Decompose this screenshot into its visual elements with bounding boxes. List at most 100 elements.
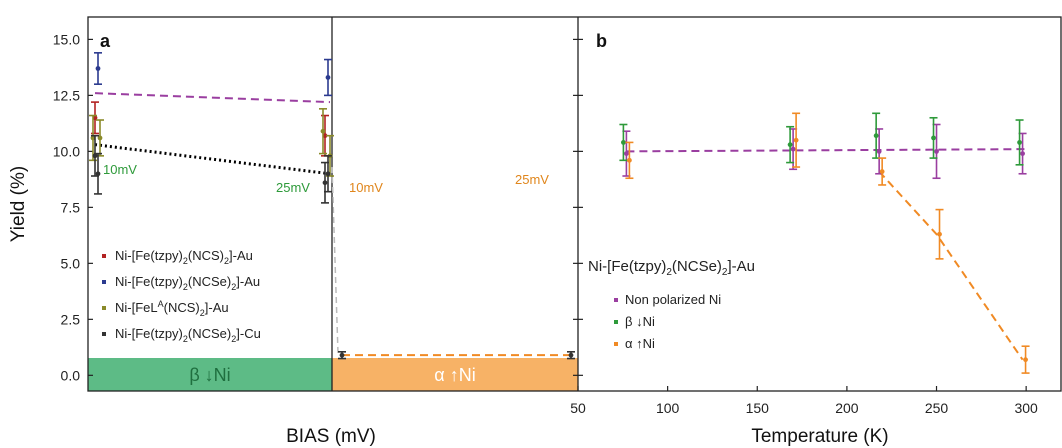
data-point <box>878 157 887 186</box>
legend-greek: β <box>625 314 636 329</box>
legend-text: Ni-[Fe(tzpy)2(NCSe)2]-Cu <box>115 326 261 344</box>
fit-lines <box>94 92 1027 361</box>
legend-text-part: Ni-[Fe(tzpy) <box>115 274 183 289</box>
legend-text-part: Ni-[Fe(tzpy) <box>115 326 183 341</box>
marker <box>325 75 331 80</box>
x-tick-label: 200 <box>835 400 859 416</box>
legend-text: Ni-[FeLA(NCS)2]-Au <box>115 299 229 318</box>
x-axis-title-b: Temperature (K) <box>751 426 888 447</box>
fit-line-b <box>626 148 1027 153</box>
y-tick-label: 2.5 <box>61 311 81 327</box>
legend-text-part: ]-Au <box>236 274 260 289</box>
legend-text-sup: A <box>158 299 164 309</box>
data-point <box>929 116 938 159</box>
legend-swatch <box>102 254 106 258</box>
title-sub: 2 <box>666 267 672 278</box>
fit-line-a <box>94 92 331 104</box>
y-tick-label: 7.5 <box>61 199 81 215</box>
legend-text-sub: 2 <box>200 308 205 318</box>
legend-text-part: Ni <box>643 336 655 351</box>
annot-left-25mv: 25mV <box>276 180 310 195</box>
arrow-up-icon: ↑ <box>636 336 643 351</box>
marker <box>790 146 796 152</box>
arrow-down-icon: ↓ <box>636 314 643 329</box>
y-tick-label: 12.5 <box>53 87 80 103</box>
annot-left-10mv: 10mV <box>103 162 137 177</box>
data-point <box>321 161 329 204</box>
legend-swatch <box>102 332 106 336</box>
y-tick-label: 5.0 <box>61 255 81 271</box>
marker <box>97 135 103 141</box>
fit-line-b <box>878 170 1024 361</box>
marker <box>627 157 632 163</box>
legend-text-part: Ni-[FeL <box>115 300 158 315</box>
marker <box>325 171 331 177</box>
legend-text-sub: 2 <box>224 256 229 266</box>
legend-text: α ↑Ni <box>625 336 655 351</box>
legend-text-part: ]-Au <box>229 248 253 263</box>
marker <box>621 140 626 145</box>
data-point <box>875 128 884 175</box>
panel-b-compound-title: Ni-[Fe(tzpy)2(NCSe)2]-Au <box>588 258 755 278</box>
legend-text-part: ]-Au <box>205 300 229 315</box>
marker <box>339 352 345 358</box>
legend-swatch <box>614 342 618 346</box>
legend-text: Ni-[Fe(tzpy)2(NCS)2]-Au <box>115 248 253 266</box>
beta-band <box>88 358 332 391</box>
data-point <box>1015 119 1024 166</box>
data-point <box>96 119 104 157</box>
x-axis-title-a: BIAS (mV) <box>286 426 376 447</box>
data-point <box>94 152 102 195</box>
data-points <box>89 52 1030 374</box>
marker <box>92 153 98 159</box>
x-tick-label: 250 <box>925 400 949 416</box>
y-tick-label: 0.0 <box>61 367 81 383</box>
legend-text-sub: 2 <box>231 334 236 344</box>
x-tick-label: 50 <box>570 400 586 416</box>
legend-swatch <box>102 280 106 284</box>
data-point <box>324 58 332 97</box>
marker <box>934 148 939 154</box>
panel-b-label: b <box>596 31 607 51</box>
x-tick-label: 100 <box>656 400 680 416</box>
data-point <box>625 141 634 180</box>
title-sub: 2 <box>722 267 728 278</box>
title-part: ]-Au <box>727 258 755 275</box>
data-point <box>792 112 801 168</box>
annot-right-25mv: 25mV <box>515 172 549 187</box>
legend-swatch <box>102 306 106 310</box>
legend-text: β ↓Ni <box>625 314 655 329</box>
panel-a-label: a <box>100 31 111 51</box>
annot-right-10mv: 10mV <box>349 180 383 195</box>
marker <box>787 142 793 148</box>
title-part: Ni-[Fe(tzpy) <box>588 258 666 275</box>
title-part: (NCSe) <box>672 258 722 275</box>
legend-text-part: Ni-[Fe(tzpy) <box>115 248 183 263</box>
legend-text-sub: 2 <box>183 334 188 344</box>
marker <box>937 231 942 237</box>
marker <box>624 151 629 157</box>
marker <box>1017 140 1022 145</box>
transition-connector <box>331 167 339 353</box>
legend-text-sub: 2 <box>183 282 188 292</box>
legend-text-part: (NCSe) <box>188 274 231 289</box>
legend-text: Non polarized Ni <box>625 292 721 307</box>
legend-panel-a: Ni-[Fe(tzpy)2(NCS)2]-AuNi-[Fe(tzpy)2(NCS… <box>102 248 261 344</box>
data-point <box>91 134 99 177</box>
data-point <box>619 123 628 162</box>
legend-text-part: (NCS) <box>164 300 200 315</box>
legend-greek: α <box>625 336 636 351</box>
data-point <box>786 125 795 164</box>
data-point <box>324 155 332 193</box>
legend-swatch <box>614 320 618 324</box>
marker <box>793 137 799 143</box>
marker <box>95 66 101 71</box>
marker <box>931 135 936 141</box>
x-tick-label: 150 <box>746 400 770 416</box>
marker <box>876 148 882 154</box>
legend-text-sub: 2 <box>183 256 188 266</box>
legend-text-sub: 2 <box>231 282 236 292</box>
marker <box>322 180 328 186</box>
legend-text-part: (NCSe) <box>188 326 231 341</box>
